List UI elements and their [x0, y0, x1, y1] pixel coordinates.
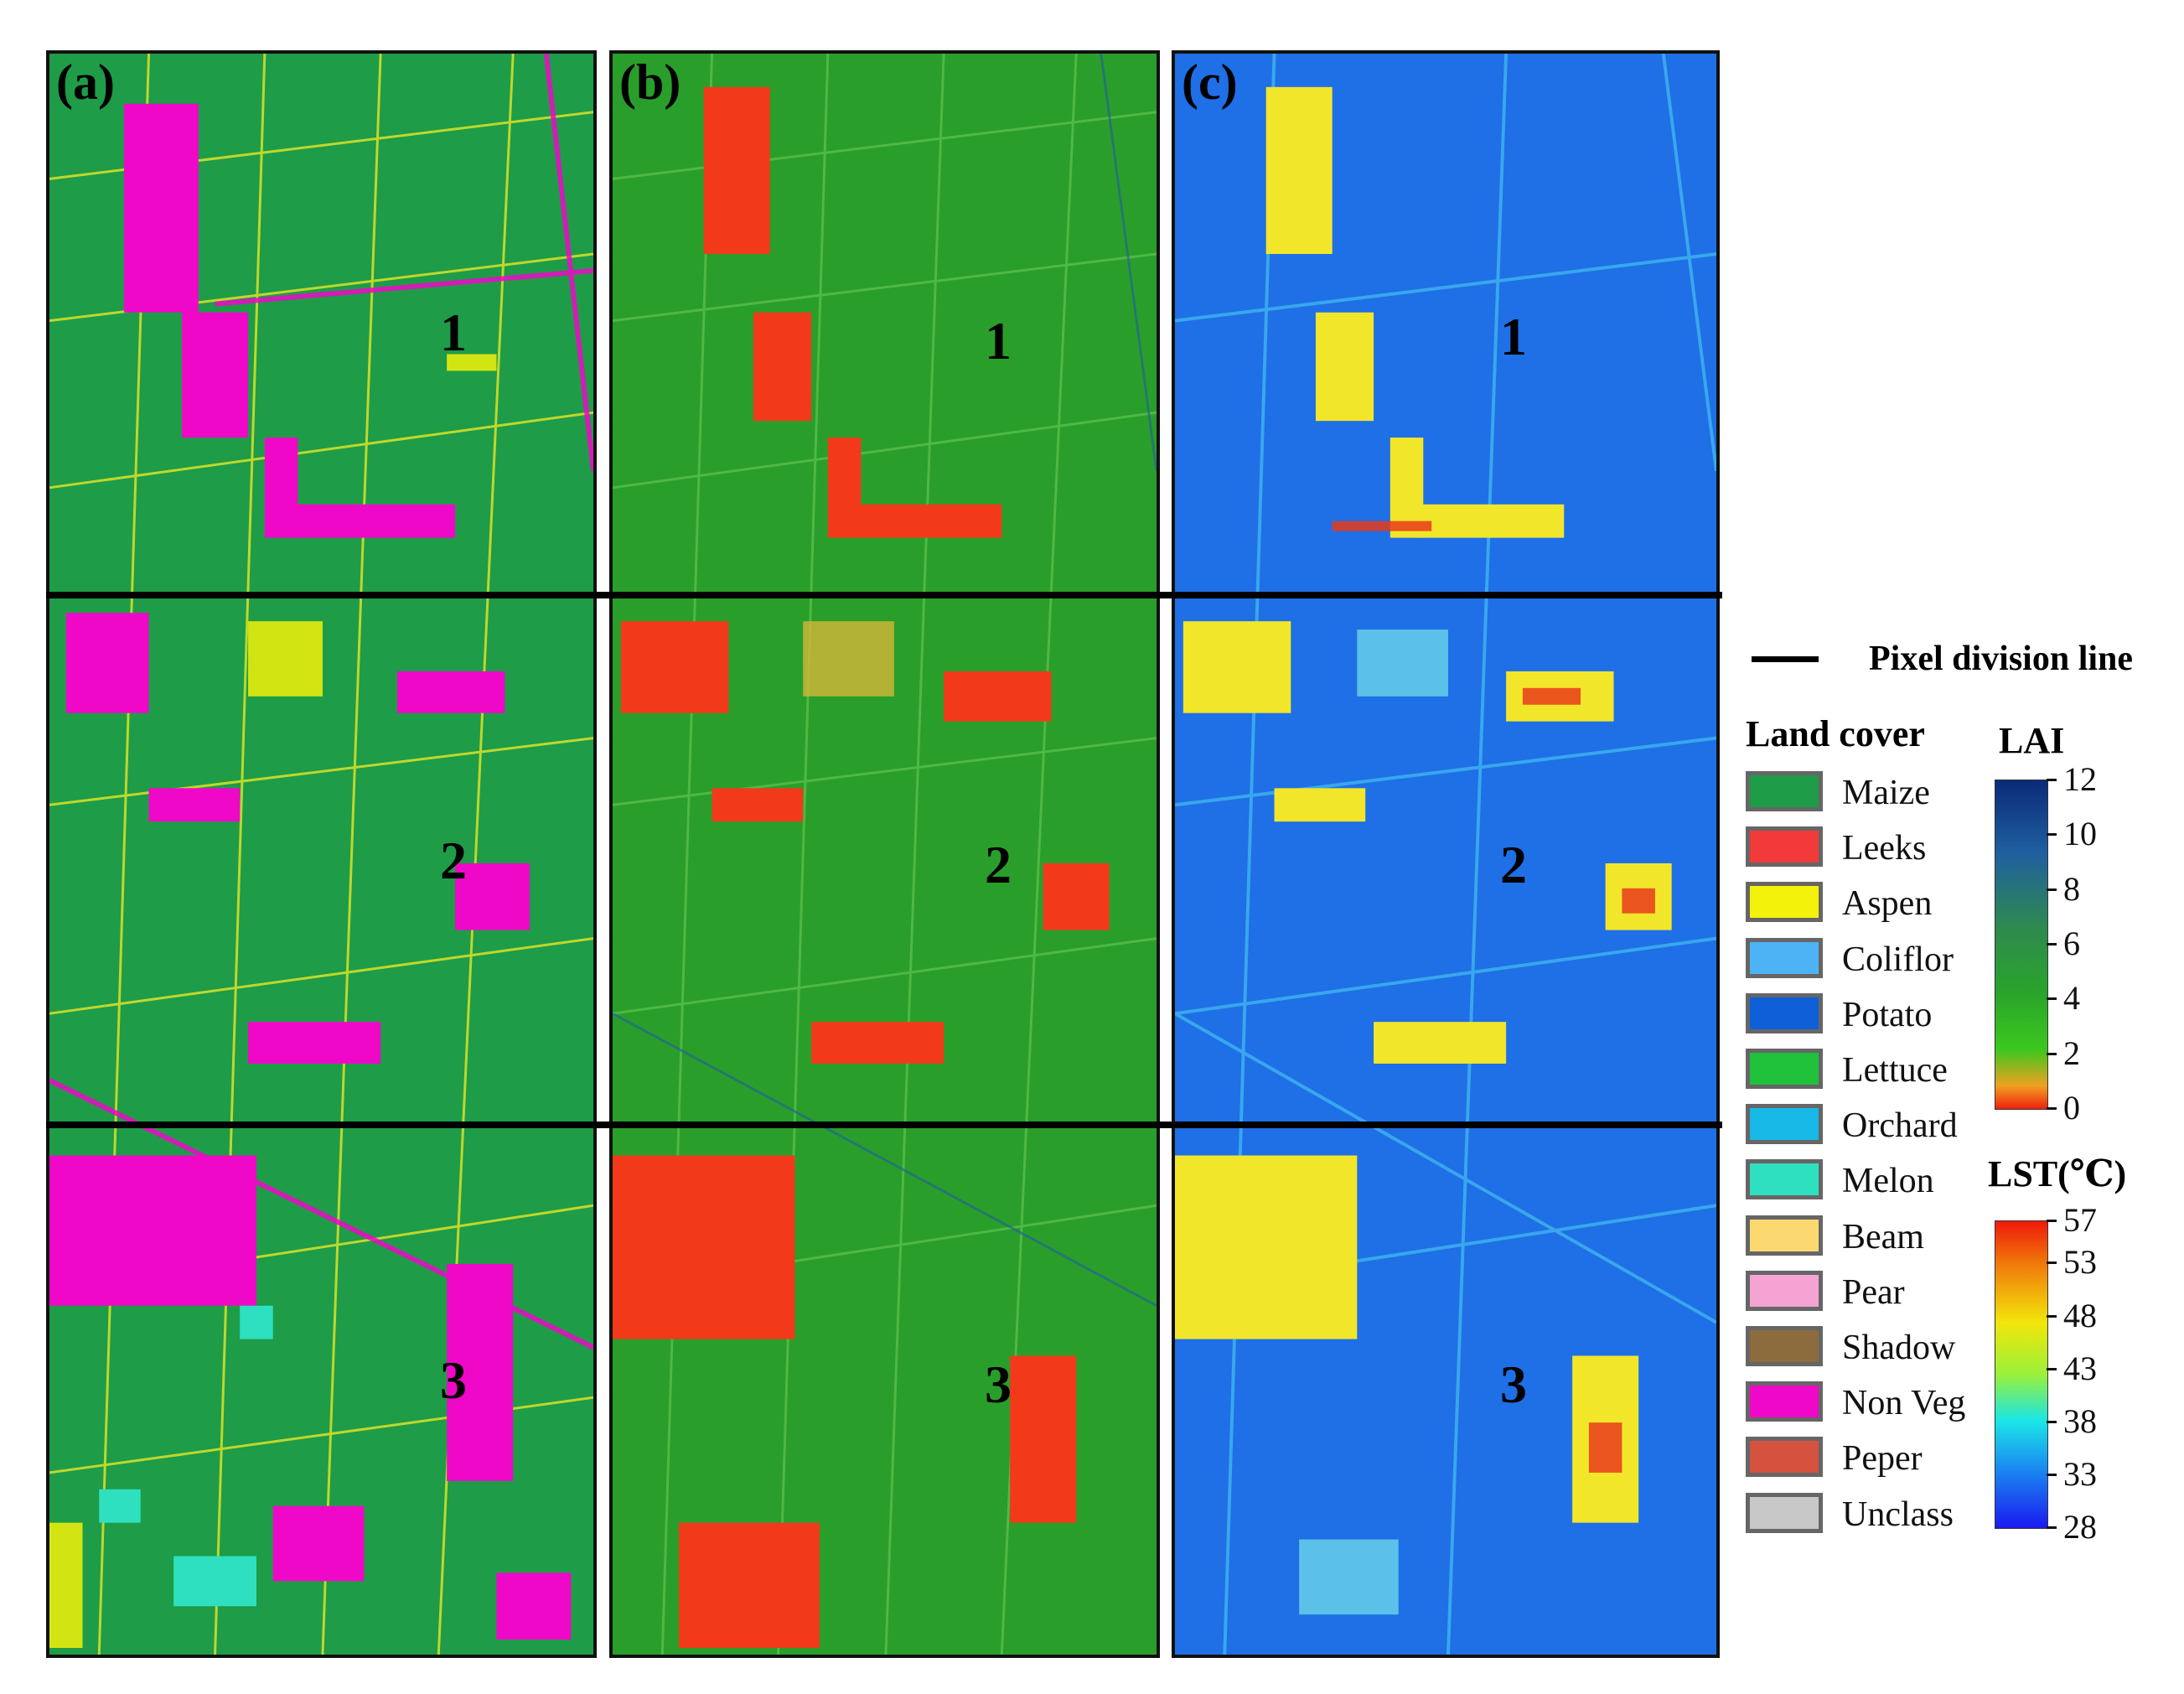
lst-tick-mark — [2047, 1261, 2057, 1265]
lai-tick-label: 10 — [2063, 815, 2097, 853]
land-cover-swatch — [1746, 1215, 1823, 1256]
lai-tick-mark — [2047, 1107, 2057, 1110]
land-cover-label: Beam — [1842, 1217, 1924, 1256]
land-cover-swatch — [1746, 1437, 1823, 1478]
land-cover-legend-item: Potato — [1746, 992, 2014, 1040]
lst-tick-mark — [2047, 1220, 2057, 1222]
land-cover-label: Leeks — [1842, 829, 1927, 868]
land-cover-label: Lettuce — [1842, 1051, 1948, 1090]
land-cover-legend-title: Land cover — [1746, 713, 1925, 754]
lst-tick-mark — [2047, 1314, 2057, 1318]
panel-c-lst-map: (c) — [1172, 50, 1720, 1658]
lai-tick-mark — [2047, 779, 2057, 781]
division-line-legend-label: Pixel division line — [1869, 640, 2134, 678]
land-cover-swatch — [1746, 992, 1823, 1033]
land-cover-swatch — [1746, 1159, 1823, 1200]
land-cover-swatch — [1746, 1492, 1823, 1533]
land-cover-legend-item: Maize — [1746, 771, 2014, 818]
panel-a-landcover-map: (a) — [46, 50, 597, 1658]
lst-colorbar-title: LST(℃) — [1988, 1153, 2127, 1194]
land-cover-label: Pear — [1842, 1272, 1905, 1312]
land-cover-swatch — [1746, 1104, 1823, 1145]
land-cover-legend-item: Non Veg — [1746, 1381, 2014, 1428]
lai-tick-mark — [2047, 888, 2057, 891]
lai-tick-label: 0 — [2063, 1089, 2080, 1127]
zone-label-c-2: 2 — [1500, 835, 1527, 894]
zone-label-b-3: 3 — [985, 1355, 1012, 1414]
land-cover-label: Coliflor — [1842, 940, 1954, 979]
panel-b-lai-map: (b) — [609, 50, 1160, 1658]
land-cover-swatch — [1746, 1049, 1823, 1089]
lst-tick-label: 43 — [2063, 1349, 2097, 1387]
lst-colorbar — [1995, 1220, 2048, 1529]
land-cover-legend-item: Melon — [1746, 1159, 2014, 1206]
lst-tick-mark — [2047, 1367, 2057, 1370]
land-cover-label: Maize — [1842, 774, 1930, 812]
zone-label-a-3: 3 — [440, 1350, 467, 1410]
lai-tick-mark — [2047, 833, 2057, 837]
land-cover-legend-item: Pear — [1746, 1270, 2014, 1318]
land-cover-swatch — [1746, 1270, 1823, 1311]
landcover-map-image — [49, 54, 593, 1655]
zone-label-a-2: 2 — [440, 831, 467, 890]
land-cover-label: Melon — [1842, 1162, 1934, 1201]
pixel-division-line-2 — [46, 1122, 1722, 1128]
zone-label-c-3: 3 — [1500, 1355, 1527, 1414]
zone-label-a-1: 1 — [440, 303, 467, 362]
zone-label-b-1: 1 — [985, 311, 1012, 370]
lst-tick-label: 33 — [2063, 1454, 2097, 1493]
land-cover-label: Shadow — [1842, 1329, 1956, 1367]
land-cover-legend-item: Coliflor — [1746, 937, 2014, 985]
land-cover-legend-item: Lettuce — [1746, 1049, 2014, 1096]
zone-label-b-2: 2 — [985, 835, 1012, 894]
lai-tick-label: 12 — [2063, 760, 2097, 798]
lst-tick-label: 28 — [2063, 1508, 2097, 1546]
land-cover-swatch — [1746, 1326, 1823, 1366]
land-cover-label: Aspen — [1842, 884, 1933, 924]
land-cover-label: Non Veg — [1842, 1384, 1966, 1423]
lst-tick-mark — [2047, 1473, 2057, 1476]
land-cover-swatch — [1746, 1381, 1823, 1422]
land-cover-label: Orchard — [1842, 1106, 1958, 1146]
pixel-division-line-1 — [46, 592, 1722, 598]
panel-c-label: (c) — [1182, 54, 1238, 110]
lai-tick-label: 6 — [2063, 925, 2080, 962]
land-cover-label: Potato — [1842, 995, 1933, 1034]
land-cover-swatch — [1746, 826, 1823, 868]
lai-colorbar-title: LAI — [1999, 720, 2065, 761]
panel-a-label: (a) — [56, 54, 115, 110]
zone-label-c-1: 1 — [1500, 307, 1527, 366]
lst-tick-mark — [2047, 1526, 2057, 1529]
lai-map-image — [613, 54, 1157, 1655]
lst-tick-mark — [2047, 1420, 2057, 1423]
land-cover-legend-item: Orchard — [1746, 1104, 2014, 1151]
land-cover-swatch — [1746, 771, 1823, 811]
land-cover-swatch — [1746, 882, 1823, 923]
lai-tick-label: 4 — [2063, 979, 2080, 1018]
lai-tick-mark — [2047, 997, 2057, 1001]
land-cover-legend-item: Unclass — [1746, 1492, 2014, 1540]
lai-tick-mark — [2047, 943, 2057, 945]
land-cover-label: Peper — [1842, 1439, 1923, 1479]
lst-map-image — [1175, 54, 1716, 1655]
land-cover-label: Unclass — [1842, 1495, 1954, 1534]
lst-tick-label: 53 — [2063, 1243, 2097, 1282]
land-cover-legend-item: Aspen — [1746, 882, 2014, 929]
lai-tick-label: 2 — [2063, 1033, 2080, 1072]
land-cover-swatch — [1746, 937, 1823, 978]
lai-colorbar — [1995, 780, 2048, 1110]
land-cover-legend-item: Peper — [1746, 1437, 2014, 1484]
panel-b-label: (b) — [619, 54, 681, 110]
land-cover-legend-item: Shadow — [1746, 1326, 2014, 1373]
lai-tick-mark — [2047, 1052, 2057, 1055]
land-cover-legend-item: Leeks — [1746, 826, 2014, 873]
lst-tick-label: 38 — [2063, 1401, 2097, 1440]
lst-tick-label: 48 — [2063, 1296, 2097, 1334]
land-cover-legend-item: Beam — [1746, 1215, 2014, 1262]
lst-tick-label: 57 — [2063, 1201, 2097, 1239]
lai-tick-label: 8 — [2063, 869, 2080, 908]
division-line-legend-sample — [1752, 656, 1819, 662]
